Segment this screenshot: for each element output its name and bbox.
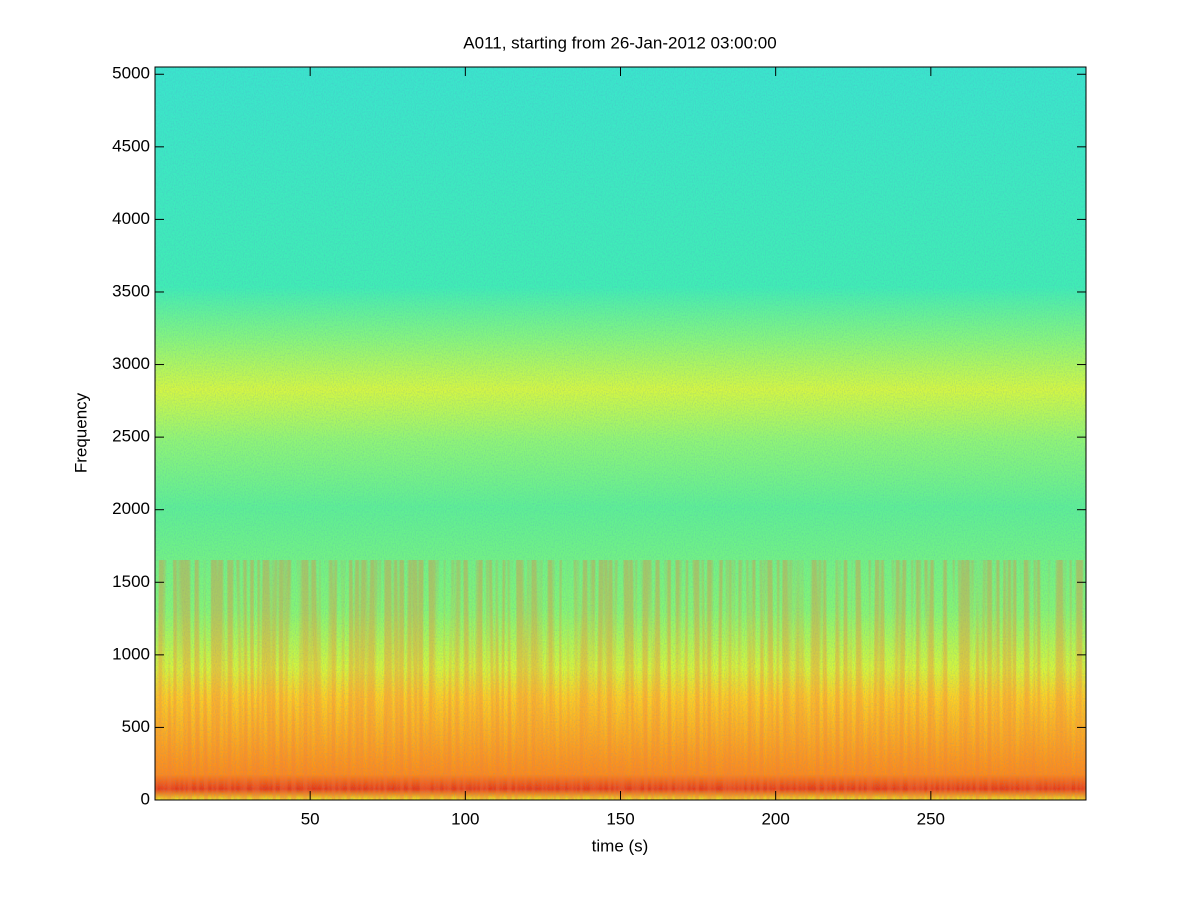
y-tick-label: 500 [122,717,150,736]
y-tick-label: 1000 [112,644,150,663]
x-axis-label: time (s) [592,836,649,855]
x-tick-label: 50 [301,809,320,828]
y-tick-label: 2000 [112,499,150,518]
y-tick-label: 4500 [112,136,150,155]
y-tick-label: 4000 [112,209,150,228]
x-tick-label: 150 [606,809,634,828]
y-tick-label: 3500 [112,281,150,300]
y-tick-label: 5000 [112,64,150,83]
y-tick-label: 2500 [112,427,150,446]
y-axis-label: Frequency [71,392,90,473]
x-tick-label: 200 [761,809,789,828]
y-tick-label: 3000 [112,354,150,373]
chart-title: A011, starting from 26-Jan-2012 03:00:00 [463,33,776,52]
y-tick-label: 1500 [112,572,150,591]
y-tick-label: 0 [141,789,150,808]
x-tick-label: 250 [917,809,945,828]
spectrogram-image [155,67,1086,800]
x-tick-label: 100 [451,809,479,828]
